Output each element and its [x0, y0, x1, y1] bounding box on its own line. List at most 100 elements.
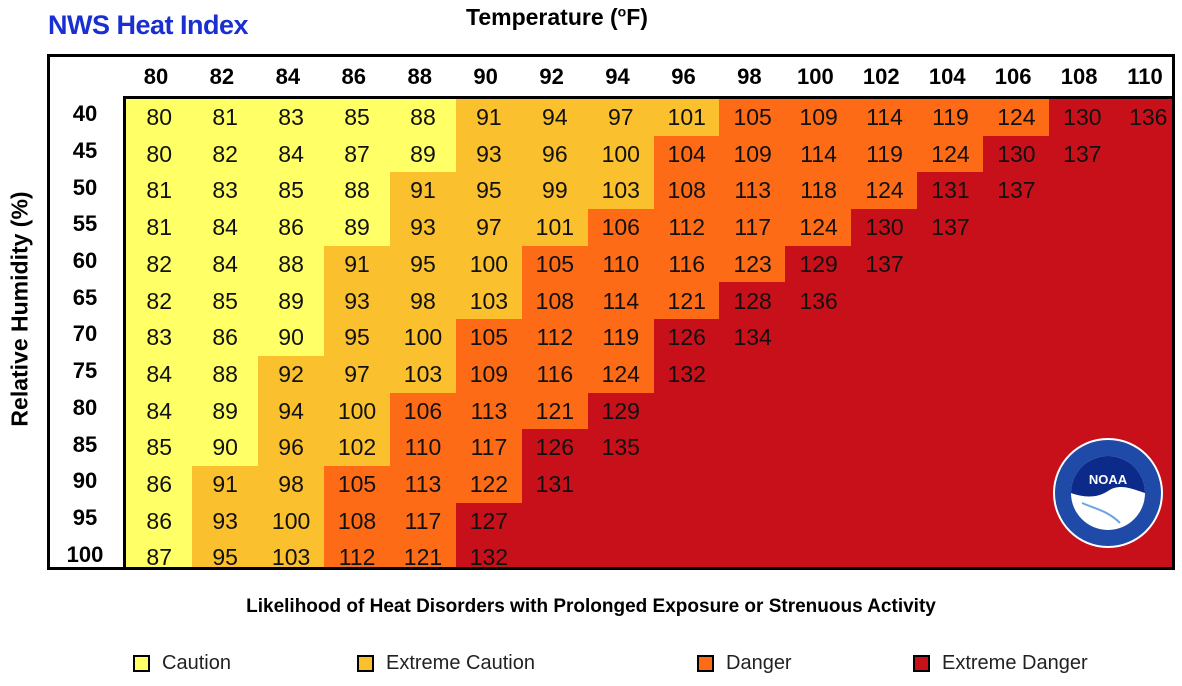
heat-index-cell: 87	[126, 539, 193, 567]
heat-index-cell: 100	[455, 245, 523, 283]
heat-index-cell: 96	[257, 429, 325, 467]
heat-index-cell: 121	[389, 539, 457, 567]
heat-index-cell: 106	[389, 392, 457, 430]
temperature-header: 82	[209, 63, 235, 89]
chart-title: NWS Heat Index	[48, 10, 249, 40]
heat-index-cell: 83	[126, 319, 193, 357]
heat-index-cell: 137	[917, 209, 984, 247]
legend-label: Danger	[726, 651, 792, 674]
x-axis-title-text: Temperature (oF)	[466, 3, 648, 30]
temperature-header: 92	[539, 63, 564, 89]
temperature-header: 108	[1060, 63, 1098, 89]
heat-index-cell: 82	[126, 245, 193, 283]
heat-index-cell: 119	[587, 319, 654, 357]
heat-index-cell: 109	[455, 355, 523, 394]
legend-swatch	[697, 654, 714, 672]
heat-index-cell: 81	[191, 99, 259, 137]
heat-index-cell: 95	[455, 172, 523, 210]
heat-index-cell: 88	[323, 172, 391, 210]
caption: Likelihood of Heat Disorders with Prolon…	[246, 596, 936, 617]
heat-index-cell: 97	[587, 99, 654, 137]
temperature-header: 100	[796, 63, 834, 89]
heat-index-cell: 91	[455, 99, 523, 137]
heat-index-cell: 137	[983, 172, 1050, 210]
heat-index-cell: 100	[257, 502, 325, 540]
temperature-header: 80	[143, 63, 169, 89]
heat-index-table: 80 81 83 85 88 91 94 97 101 105 109 114 119 124 130 136…	[47, 54, 1175, 570]
heat-index-cell: 102	[323, 429, 391, 467]
heat-index-cell: 127	[455, 502, 523, 540]
heat-index-cell: 105	[323, 465, 391, 504]
heat-index-cell: 88	[257, 245, 325, 283]
temperature-header: 106	[994, 63, 1032, 89]
heat-index-cell: 121	[653, 282, 720, 320]
heat-index-cell: 135	[587, 429, 654, 467]
heat-index-cell: 95	[191, 539, 259, 567]
heat-index-cell: 100	[323, 392, 391, 430]
heat-index-cell: 89	[257, 282, 325, 320]
heat-index-cell: 84	[191, 245, 259, 283]
heat-index-cell: 117	[719, 209, 786, 247]
legend-swatch	[133, 654, 150, 672]
heat-index-cell: 119	[851, 135, 918, 173]
heat-index-cell: 108	[323, 502, 391, 540]
heat-index-cell: 118	[785, 172, 852, 210]
humidity-header: 85	[72, 431, 98, 457]
temperature-header: 94	[605, 63, 630, 89]
temperature-header: 110	[1127, 63, 1163, 89]
heat-index-cell: 105	[719, 99, 786, 137]
heat-index-cell: 116	[653, 245, 720, 283]
heat-index-cell: 97	[323, 355, 391, 394]
heat-index-cell: 119	[917, 99, 984, 137]
temperature-header: 84	[275, 63, 301, 89]
heat-index-cell: 109	[719, 135, 786, 173]
humidity-header: 65	[72, 284, 98, 310]
heat-index-cell: 114	[785, 135, 852, 173]
heat-index-cell: 91	[323, 245, 391, 283]
humidity-header: 100	[66, 541, 104, 567]
heat-index-cell: 103	[455, 282, 523, 320]
heat-index-cell: 95	[323, 319, 391, 357]
heat-index-cell: 86	[257, 209, 325, 247]
heat-index-cell: 130	[983, 135, 1050, 173]
heat-index-cell: 85	[191, 282, 259, 320]
heat-index-cell: 84	[257, 135, 325, 173]
heat-index-cell: 84	[126, 355, 193, 394]
heat-index-cell: 81	[126, 209, 193, 247]
heat-index-cell: 116	[521, 355, 589, 394]
heat-index-cell: 82	[191, 135, 259, 173]
heat-index-cell: 117	[455, 429, 523, 467]
humidity-header: 80	[72, 394, 98, 420]
heat-index-cell: 126	[653, 319, 720, 357]
heat-index-cell: 103	[257, 539, 325, 567]
legend-swatch	[913, 654, 930, 672]
heat-index-cell: 86	[191, 319, 259, 357]
heat-index-cell: 124	[587, 355, 654, 394]
heat-index-cell: 100	[389, 319, 457, 357]
heat-index-cell: 113	[455, 392, 523, 430]
heat-index-cell: 90	[191, 429, 259, 467]
heat-index-cell: 92	[257, 355, 325, 394]
heat-index-cell: 131	[521, 465, 589, 504]
humidity-header: 45	[72, 138, 98, 164]
humidity-header: 60	[72, 248, 98, 274]
humidity-header: 70	[72, 321, 98, 347]
legend-item: Danger	[697, 650, 792, 676]
temperature-header: 104	[928, 63, 966, 89]
heat-index-cell: 94	[257, 392, 325, 430]
heat-index-cell: 101	[653, 99, 720, 137]
heat-index-cell: 81	[126, 172, 193, 210]
heat-index-cell: 85	[323, 99, 391, 137]
heat-index-cell: 89	[389, 135, 457, 173]
heat-index-cell: 104	[653, 135, 720, 173]
heat-index-cell: 105	[521, 245, 589, 283]
heat-index-cell: 129	[587, 392, 654, 430]
y-axis-title-text: Relative Humidity (%)	[6, 191, 33, 427]
svg-text:NOAA: NOAA	[1089, 472, 1128, 487]
heat-index-cell: 93	[389, 209, 457, 247]
legend-label: Extreme Caution	[386, 651, 535, 674]
heat-index-cell: 132	[653, 355, 720, 394]
legend-item: Caution	[133, 650, 231, 676]
heat-index-cell: 136	[785, 282, 852, 320]
heat-index-cell: 103	[389, 355, 457, 394]
